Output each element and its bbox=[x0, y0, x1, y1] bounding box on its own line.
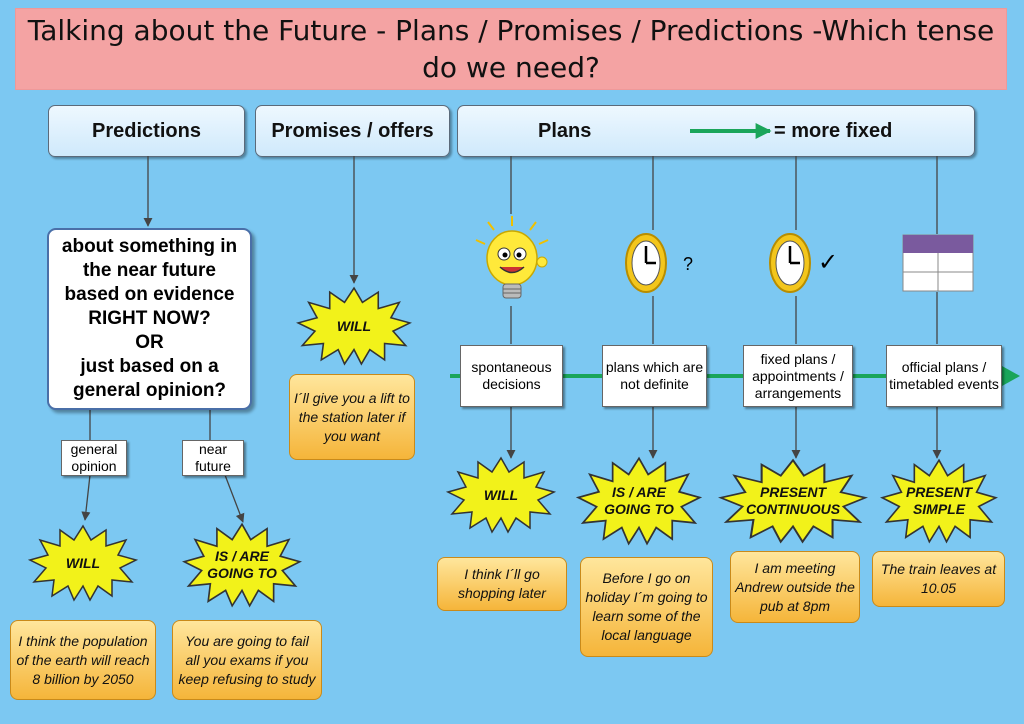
tense-label: PRESENT CONTINUOUS bbox=[745, 484, 841, 517]
starburst-icon bbox=[880, 458, 998, 544]
header-plans: Plans = more fixed bbox=[457, 105, 975, 157]
starburst-icon bbox=[576, 456, 702, 546]
tense-burst-present-continuous: PRESENT CONTINUOUS bbox=[718, 458, 868, 544]
header-more-fixed-label: = more fixed bbox=[774, 119, 893, 142]
example-text: I think the population of the earth will… bbox=[16, 632, 150, 687]
tense-label: WILL bbox=[483, 486, 519, 503]
plan-type-not-definite: plans which are not definite bbox=[602, 345, 707, 407]
tense-label: WILL bbox=[65, 554, 101, 571]
plan-type-label: spontaneous decisions bbox=[471, 359, 552, 392]
plan-type-label: plans which are not definite bbox=[605, 359, 704, 392]
tense-label: IS / ARE GOING TO bbox=[604, 484, 674, 517]
tense-burst-going-near: IS / ARE GOING TO bbox=[182, 522, 302, 608]
example-text: You are going to fail all you exams if y… bbox=[178, 632, 316, 687]
question-line: based on evidence bbox=[64, 284, 235, 305]
branch-general-label: general opinion bbox=[70, 441, 118, 474]
clock-icon bbox=[625, 233, 667, 293]
tense-burst-present-simple: PRESENT SIMPLE bbox=[880, 458, 998, 544]
header-promises-label: Promises / offers bbox=[271, 119, 434, 142]
plan-type-spontaneous: spontaneous decisions bbox=[460, 345, 563, 407]
starburst-icon bbox=[296, 286, 412, 366]
example-text: I think I´ll go shopping later bbox=[458, 566, 546, 601]
plan-type-label: official plans / timetabled events bbox=[889, 359, 999, 392]
example-text: I´ll give you a lift to the station late… bbox=[294, 389, 410, 444]
clock-icon bbox=[769, 233, 811, 293]
page-title: Talking about the Future - Plans / Promi… bbox=[15, 8, 1007, 90]
example-holiday: Before I go on holiday I´m going to lear… bbox=[580, 557, 713, 657]
starburst-icon bbox=[718, 458, 868, 544]
header-plans-label: Plans bbox=[538, 119, 592, 142]
example-text: The train leaves at 10.05 bbox=[880, 561, 997, 596]
header-predictions: Predictions bbox=[48, 105, 245, 157]
lightbulb-icon bbox=[475, 216, 549, 299]
starburst-icon bbox=[182, 522, 302, 608]
example-shopping: I think I´ll go shopping later bbox=[437, 557, 567, 611]
question-line: about something in bbox=[61, 236, 238, 257]
question-line: the near future bbox=[82, 260, 217, 281]
title-text: Talking about the Future - Plans / Promi… bbox=[27, 14, 995, 84]
branch-near-label: near future bbox=[195, 441, 231, 474]
starburst-icon bbox=[28, 524, 138, 602]
example-fail: You are going to fail all you exams if y… bbox=[172, 620, 322, 700]
question-line: OR bbox=[135, 332, 164, 353]
header-promises: Promises / offers bbox=[255, 105, 450, 157]
question-line: RIGHT NOW? bbox=[88, 308, 211, 329]
example-population: I think the population of the earth will… bbox=[10, 620, 156, 700]
question-line: just based on a bbox=[80, 356, 219, 377]
tense-burst-going-plan: IS / ARE GOING TO bbox=[576, 456, 702, 546]
calendar-icon bbox=[902, 234, 974, 292]
question-mark-symbol: ? bbox=[683, 254, 694, 274]
question-line: general opinion? bbox=[72, 380, 227, 401]
timeline-arrowhead-icon bbox=[1002, 366, 1020, 386]
tense-label: IS / ARE GOING TO bbox=[207, 548, 277, 581]
example-text: I am meeting Andrew outside the pub at 8… bbox=[735, 559, 855, 614]
tense-label: WILL bbox=[336, 317, 372, 334]
tense-label: PRESENT SIMPLE bbox=[905, 484, 973, 517]
check-mark-icon: ✓ bbox=[818, 249, 839, 276]
example-lift: I´ll give you a lift to the station late… bbox=[289, 374, 415, 460]
tense-burst-will-spontaneous: WILL bbox=[446, 456, 556, 534]
plan-type-label: fixed plans / appointments / arrangement… bbox=[752, 350, 844, 401]
prediction-question-box: about something in the near future based… bbox=[47, 228, 252, 410]
header-predictions-label: Predictions bbox=[92, 119, 201, 142]
branch-general-opinion: general opinion bbox=[61, 440, 127, 476]
example-meeting: I am meeting Andrew outside the pub at 8… bbox=[730, 551, 860, 623]
example-text: Before I go on holiday I´m going to lear… bbox=[585, 570, 708, 643]
branch-near-future: near future bbox=[182, 440, 244, 476]
example-train: The train leaves at 10.05 bbox=[872, 551, 1005, 607]
plan-type-fixed: fixed plans / appointments / arrangement… bbox=[743, 345, 853, 407]
tense-burst-will-promise: WILL bbox=[296, 286, 412, 366]
plan-type-official: official plans / timetabled events bbox=[886, 345, 1002, 407]
starburst-icon bbox=[446, 456, 556, 534]
tense-burst-will-general: WILL bbox=[28, 524, 138, 602]
